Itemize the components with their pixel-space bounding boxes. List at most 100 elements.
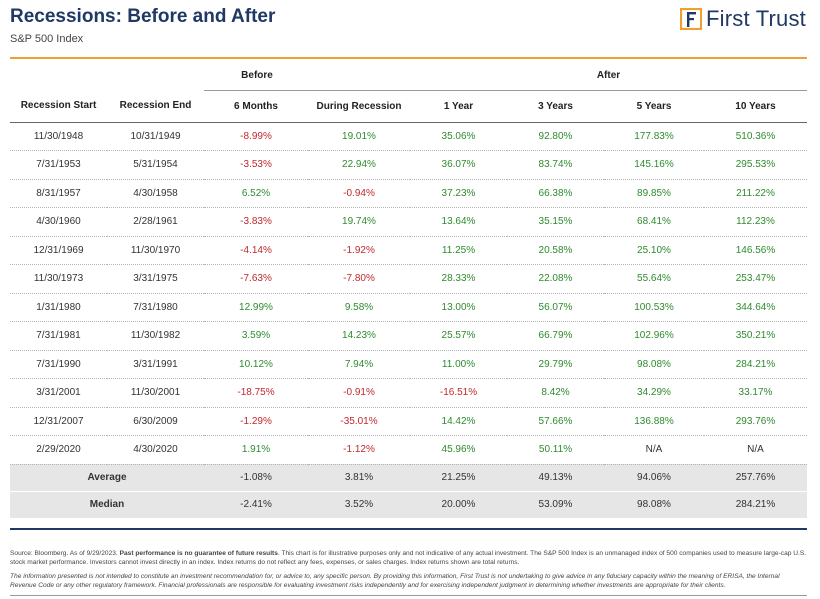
return-cell: 284.21%	[704, 350, 807, 379]
summary-cell: 21.25%	[410, 464, 507, 492]
table-row: 11/30/1973 3/31/1975 -7.63% -7.80% 28.33% 22.…	[10, 264, 807, 294]
date-cell: 12/31/2007	[10, 407, 107, 436]
return-cell: 33.17%	[704, 378, 807, 408]
summary-label: Median	[10, 491, 204, 519]
date-cell: 10/31/1949	[107, 122, 204, 151]
return-cell: 89.85%	[604, 179, 704, 208]
return-cell: 177.83%	[604, 122, 704, 151]
summary-cell: 20.00%	[410, 491, 507, 519]
return-cell: 136.88%	[604, 407, 704, 436]
summary-cell: 94.06%	[604, 464, 704, 492]
return-cell: 35.15%	[507, 207, 604, 237]
date-cell: 7/31/1953	[10, 150, 107, 180]
summary-cell: 257.76%	[704, 464, 807, 492]
return-cell: 22.08%	[507, 264, 604, 294]
return-cell: 344.64%	[704, 293, 807, 322]
return-cell: -7.80%	[308, 264, 410, 294]
summary-cell: 49.13%	[507, 464, 604, 492]
date-cell: 6/30/2009	[107, 407, 204, 436]
source-prefix: Source: Bloomberg. As of 9/29/2023.	[10, 550, 120, 557]
return-cell: 12.99%	[204, 293, 308, 322]
return-cell: 55.64%	[604, 264, 704, 294]
return-cell: 253.47%	[704, 264, 807, 294]
date-cell: 11/30/1948	[10, 122, 107, 151]
return-cell: 34.29%	[604, 378, 704, 408]
return-cell: 92.80%	[507, 122, 604, 151]
footer-divider	[10, 595, 807, 596]
date-cell: 11/30/1982	[107, 321, 204, 351]
column-header: 10 Years	[704, 90, 807, 123]
return-cell: 13.00%	[410, 293, 507, 322]
table-row: 3/31/2001 11/30/2001 -18.75% -0.91% -16.51% 8…	[10, 378, 807, 408]
source-rest: . This chart is for illustrative purpose…	[10, 550, 807, 566]
return-cell: 35.06%	[410, 122, 507, 151]
return-cell: 50.11%	[507, 435, 604, 465]
first-trust-logo-icon	[680, 8, 703, 30]
summary-cell: 3.81%	[308, 464, 410, 492]
table-row: 7/31/1953 5/31/1954 -3.53% 22.94% 36.07% 83.7…	[10, 150, 807, 180]
date-cell: 2/29/2020	[10, 435, 107, 465]
table-row: 7/31/1981 11/30/1982 3.59% 14.23% 25.57% 66.7…	[10, 321, 807, 351]
date-cell: 11/30/2001	[107, 378, 204, 408]
return-cell: -3.53%	[204, 150, 308, 180]
date-cell: 7/31/1990	[10, 350, 107, 379]
return-cell: 146.56%	[704, 236, 807, 265]
return-cell: -1.92%	[308, 236, 410, 265]
column-header: During Recession	[308, 90, 410, 123]
source-bold: Past performance is no guarantee of futu…	[119, 550, 278, 557]
summary-label: Average	[10, 464, 204, 492]
return-cell: -4.14%	[204, 236, 308, 265]
table-row: 2/29/2020 4/30/2020 1.91% -1.12% 45.96% 50.11…	[10, 435, 807, 465]
return-cell: 510.36%	[704, 122, 807, 151]
return-cell: 98.08%	[604, 350, 704, 379]
return-cell: 37.23%	[410, 179, 507, 208]
date-cell: 4/30/2020	[107, 435, 204, 465]
date-cell: 7/31/1981	[10, 321, 107, 351]
return-cell: 25.10%	[604, 236, 704, 265]
summary-cell: 3.52%	[308, 491, 410, 519]
return-cell: 9.58%	[308, 293, 410, 322]
summary-cell: 98.08%	[604, 491, 704, 519]
group-header-before: Before	[204, 62, 410, 91]
date-cell: 11/30/1973	[10, 264, 107, 294]
table-body: 11/30/1948 10/31/1949 -8.99% 19.01% 35.06% 92…	[10, 122, 807, 519]
date-cell: 12/31/1969	[10, 236, 107, 265]
return-cell: 6.52%	[204, 179, 308, 208]
date-cell: 4/30/1960	[10, 207, 107, 237]
return-cell: N/A	[604, 435, 704, 465]
date-cell: 7/31/1980	[107, 293, 204, 322]
table-row: 1/31/1980 7/31/1980 12.99% 9.58% 13.00% 56.07…	[10, 293, 807, 322]
return-cell: 1.91%	[204, 435, 308, 465]
return-cell: -0.91%	[308, 378, 410, 408]
return-cell: 22.94%	[308, 150, 410, 180]
page-title: Recessions: Before and After	[10, 6, 276, 27]
summary-row: Average -1.08% 3.81% 21.25% 49.13% 94.06% 257.…	[10, 464, 807, 492]
return-cell: 66.79%	[507, 321, 604, 351]
return-cell: -8.99%	[204, 122, 308, 151]
return-cell: 145.16%	[604, 150, 704, 180]
table-row: 11/30/1948 10/31/1949 -8.99% 19.01% 35.06% 92…	[10, 122, 807, 151]
return-cell: 295.53%	[704, 150, 807, 180]
first-trust-logo: First Trust	[680, 6, 806, 32]
date-cell: 3/31/1975	[107, 264, 204, 294]
return-cell: -1.29%	[204, 407, 308, 436]
column-header: 6 Months	[204, 90, 308, 123]
source-note: Source: Bloomberg. As of 9/29/2023. Past…	[10, 549, 807, 567]
date-cell: 2/28/1961	[107, 207, 204, 237]
return-cell: 3.59%	[204, 321, 308, 351]
return-cell: -1.12%	[308, 435, 410, 465]
summary-cell: -1.08%	[204, 464, 308, 492]
return-cell: 56.07%	[507, 293, 604, 322]
return-cell: -0.94%	[308, 179, 410, 208]
group-header-after: After	[410, 62, 807, 91]
return-cell: 11.00%	[410, 350, 507, 379]
table-bottom-rule	[10, 528, 807, 530]
return-cell: N/A	[704, 435, 807, 465]
return-cell: -18.75%	[204, 378, 308, 408]
return-cell: 20.58%	[507, 236, 604, 265]
return-cell: 100.53%	[604, 293, 704, 322]
return-cell: -16.51%	[410, 378, 507, 408]
summary-cell: -2.41%	[204, 491, 308, 519]
return-cell: 28.33%	[410, 264, 507, 294]
return-cell: 13.64%	[410, 207, 507, 237]
